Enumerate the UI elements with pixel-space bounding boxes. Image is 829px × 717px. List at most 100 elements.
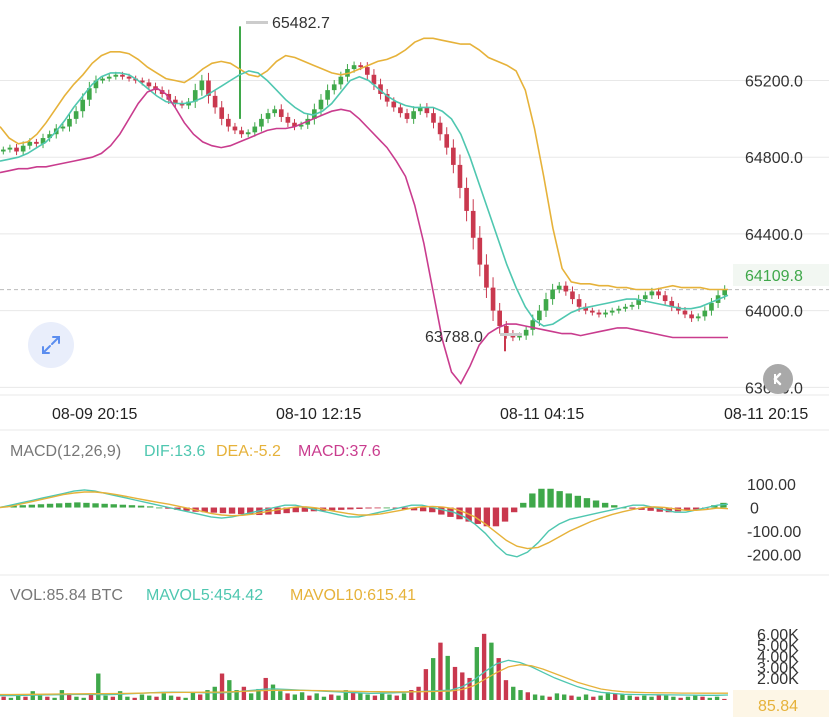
- macd-bar: [183, 507, 190, 511]
- volume-bar: [612, 693, 618, 700]
- macd-tick-label: -100.00: [747, 524, 801, 541]
- macd-bar: [237, 507, 245, 515]
- macd-bar: [510, 507, 518, 513]
- candle-body: [709, 302, 714, 311]
- macd-bar: [374, 507, 381, 509]
- expand-button[interactable]: [28, 322, 74, 368]
- volume-bar: [285, 693, 290, 700]
- volume-bar: [256, 688, 261, 700]
- candle-body: [576, 299, 582, 307]
- macd-bar: [110, 504, 117, 508]
- candle-body: [219, 107, 225, 119]
- volume-bar: [314, 693, 319, 700]
- volume-bar: [540, 695, 545, 700]
- current-volume-badge: 85.84: [733, 690, 829, 717]
- candle-body: [265, 113, 271, 119]
- candle-body: [7, 147, 13, 150]
- scroll-back-button[interactable]: [763, 364, 793, 394]
- volume-bar: [350, 692, 356, 700]
- volume-bar: [139, 694, 145, 700]
- macd-bar: [529, 493, 536, 508]
- volume-bar: [722, 698, 727, 700]
- candle-body: [689, 314, 694, 319]
- candle-body: [682, 310, 688, 315]
- volume-bar: [576, 696, 581, 700]
- time-tick-label: 08-09 20:15: [52, 406, 138, 423]
- candle-body: [245, 132, 251, 135]
- volume-bar: [547, 696, 552, 700]
- candle-body: [629, 304, 635, 307]
- volume-bar: [132, 697, 137, 700]
- volume-tick-label: 4.00K: [757, 649, 799, 666]
- volume-bar: [234, 690, 239, 700]
- macd-bar: [247, 507, 254, 515]
- macd-bar: [65, 502, 72, 508]
- volume-bar: [161, 693, 166, 700]
- volume-bar: [329, 694, 334, 700]
- macd-value-label: MACD:37.6: [298, 443, 381, 460]
- candle-body: [550, 289, 555, 300]
- candle-body: [623, 306, 628, 309]
- candle-body: [596, 312, 602, 315]
- volume-tick-label: 3.00K: [757, 660, 799, 677]
- volume-bar: [380, 692, 385, 700]
- volume-legend: VOL:85.84 BTC MAVOL5:454.42 MAVOL10:615.…: [10, 587, 416, 604]
- candle-body: [695, 316, 701, 319]
- macd-bar: [347, 507, 354, 510]
- candle-body: [199, 80, 205, 91]
- macd-dea-line: [0, 491, 729, 550]
- candle-body: [239, 130, 244, 135]
- candle-body: [292, 122, 297, 127]
- macd-bar: [492, 507, 500, 527]
- candle-body: [179, 103, 185, 106]
- macd-bar: [55, 503, 63, 508]
- volume-bar: [642, 695, 647, 700]
- candle-body: [351, 65, 357, 70]
- volume-bar: [219, 673, 225, 700]
- candle-body: [636, 299, 641, 305]
- high-annotation: 65482.7: [272, 15, 330, 32]
- low-marker: [500, 333, 522, 336]
- volume-bar: [270, 684, 276, 700]
- candle-body: [656, 291, 661, 296]
- macd-bar: [292, 507, 299, 513]
- low-annotation: 63788.0: [425, 329, 483, 346]
- candle-body: [358, 65, 364, 68]
- macd-bar: [365, 507, 372, 509]
- volume-bar: [81, 697, 86, 700]
- candle-body: [457, 164, 463, 188]
- current-price-label: 64109.8: [745, 268, 803, 285]
- volume-bar: [88, 694, 94, 700]
- macd-lines: [0, 489, 729, 558]
- volume-bar: [511, 686, 516, 700]
- macd-bar: [19, 505, 26, 508]
- macd-tick-label: 0: [750, 501, 759, 518]
- candle-body: [556, 285, 562, 290]
- mavol5-line: [0, 659, 729, 697]
- candle-body: [113, 74, 119, 77]
- macd-tick-label: 100.00: [747, 477, 796, 494]
- volume-bar: [110, 696, 116, 700]
- macd-bar: [474, 507, 481, 524]
- price-tick-label: 64400.0: [745, 227, 803, 244]
- macd-bar: [46, 503, 54, 508]
- candle-body: [139, 80, 145, 83]
- macd-tick-label: -200.00: [747, 547, 801, 564]
- candle-body: [398, 107, 403, 114]
- volume-bar: [52, 697, 57, 700]
- macd-legend: MACD(12,26,9) DIF:13.6 DEA:-5.2 MACD:37.…: [10, 443, 381, 460]
- volume-bar: [1, 696, 6, 700]
- price-tick-label: 65200.0: [745, 74, 803, 91]
- volume-bar: [278, 691, 283, 700]
- candle-body: [669, 301, 675, 307]
- macd-dea-label: DEA:-5.2: [216, 443, 281, 460]
- candle-body: [451, 147, 456, 165]
- volume-bar: [103, 695, 108, 700]
- macd-bar: [592, 500, 600, 508]
- candle-body: [411, 111, 416, 119]
- volume-bar: [489, 642, 494, 700]
- candle-body: [503, 325, 509, 334]
- candle-body: [364, 67, 370, 75]
- macd-bar: [283, 507, 290, 514]
